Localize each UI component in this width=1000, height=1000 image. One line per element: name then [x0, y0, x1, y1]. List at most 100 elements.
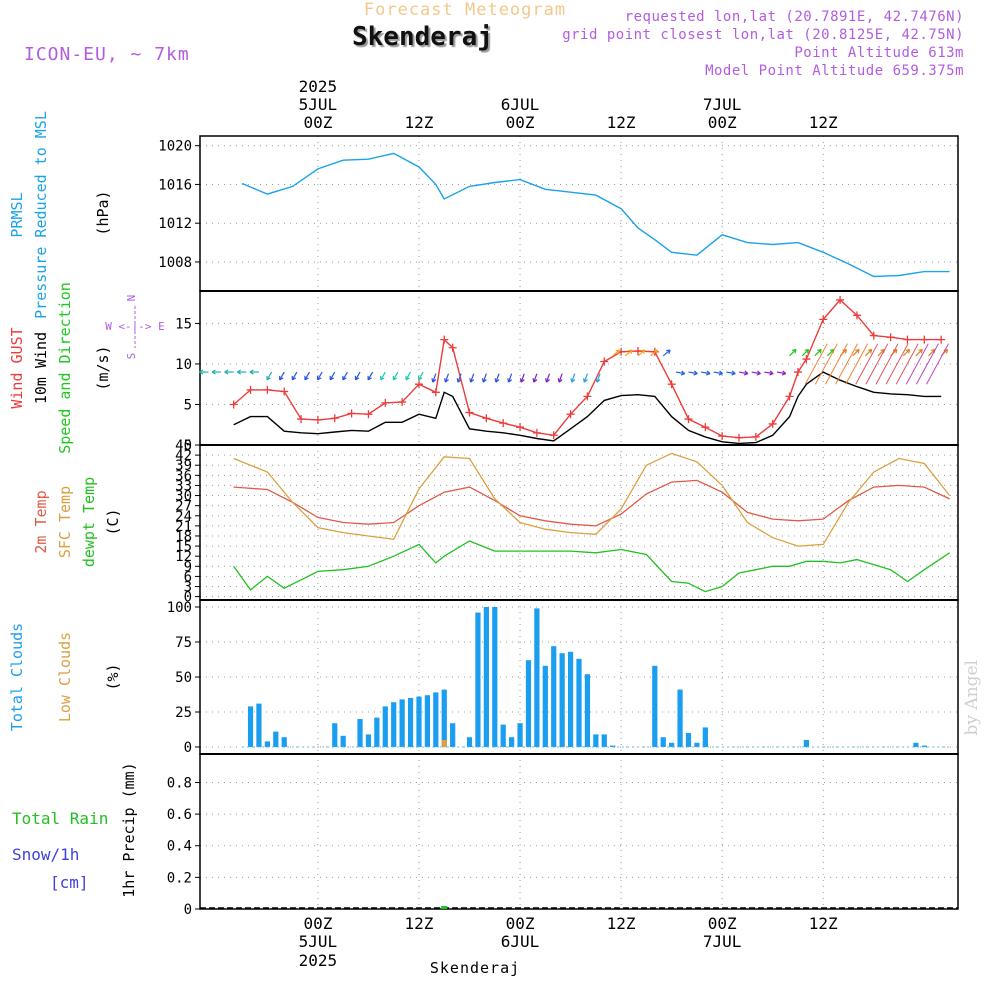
wind-direction-arrowhead: [507, 378, 513, 383]
wind-direction-arrowhead: [640, 349, 646, 355]
temperature-ytick-label: 3: [184, 580, 192, 596]
precip-label-cm: [cm]: [50, 873, 89, 892]
wind-direction-arrow: [533, 373, 538, 383]
temp-label-2m: 2m Temp: [32, 490, 50, 553]
wind-gust-point: [886, 333, 895, 342]
cloud-bar: [475, 612, 481, 747]
wind-label-gust: Wind GUST: [8, 327, 26, 408]
wind-gust-point: [718, 432, 727, 441]
wind-gust-point: [566, 410, 575, 419]
cloud-bar: [281, 737, 287, 747]
wind-direction-arrowhead: [456, 378, 462, 383]
top-year-label: 2025: [299, 77, 338, 96]
cloud-bar: [357, 719, 363, 747]
temperature-panel: [195, 444, 959, 601]
cloud-bar: [492, 607, 498, 747]
temperature-ytick-label: 0: [184, 590, 192, 606]
temperature-ytick-label: 15: [175, 539, 192, 555]
wind-strong-arrow: [875, 343, 899, 385]
temperature-ytick-label: 24: [175, 509, 192, 525]
pressure-frame: [199, 135, 959, 292]
wind-direction-arrowhead: [266, 375, 271, 381]
bottom-date-label: 5JUL: [299, 932, 338, 951]
wind-direction-arrow: [507, 373, 513, 383]
wind-strong-arrow: [895, 343, 919, 385]
cloud-bar: [391, 702, 397, 747]
pressure-ytick-label: 1016: [158, 177, 192, 193]
wind-direction-arrowhead: [199, 369, 204, 375]
temperature-ytick-label: 6: [184, 569, 192, 585]
pressure-label-long: Pressure Reduced to MSL: [32, 111, 50, 319]
bottom-year-label: 2025: [299, 951, 338, 970]
temperature-ytick-label: 30: [175, 489, 192, 505]
wind-direction-arrowhead: [431, 378, 437, 383]
top-hour-label: 12Z: [607, 113, 636, 132]
cloud-bar: [593, 734, 599, 747]
wind-direction-arrowhead: [532, 378, 538, 383]
wind-gust-point: [440, 335, 449, 344]
wind-direction-arrowhead: [342, 375, 347, 381]
cloud-bar: [332, 723, 338, 747]
wind-ytick-label: 0: [184, 438, 192, 454]
wind-direction-arrowhead: [354, 375, 360, 381]
wind-direction-arrowhead: [781, 370, 787, 376]
wind-direction-arrowhead: [557, 378, 563, 383]
precipitation-ytick-label: 0.8: [167, 775, 192, 791]
wind-direction-arrowhead: [706, 370, 711, 376]
cloud-bar: [803, 740, 810, 747]
requested-coordinates: requested lon,lat (20.7891E, 42.7476N): [624, 9, 964, 25]
wind-gust-point: [364, 410, 373, 419]
wind-direction-arrowhead: [756, 370, 761, 376]
wind-gust-point: [633, 346, 642, 355]
wind-direction-arrowhead: [743, 370, 749, 376]
clouds-unit: (%): [104, 663, 122, 690]
wind-direction-arrow: [701, 371, 711, 375]
wind-direction-arrow: [915, 349, 923, 357]
temp-label-dewpt: dewpt Temp: [80, 477, 98, 567]
wind-direction-arrow: [738, 371, 748, 375]
wind-ytick-label: 10: [175, 357, 192, 373]
cloud-bar: [264, 741, 270, 747]
wind-direction-arrow: [789, 349, 797, 357]
top-hour-label: 12Z: [405, 113, 434, 132]
wind-gust-point: [263, 385, 272, 394]
cloud-bar: [433, 692, 439, 747]
cloud-bar: [517, 723, 523, 747]
wind-gust-point: [297, 415, 306, 424]
pressure-ytick-label: 1020: [158, 139, 192, 155]
wind-gust-point: [532, 428, 541, 437]
pressure-ytick-label: 1012: [158, 216, 192, 232]
cloud-bar: [441, 689, 447, 747]
wind-direction-arrowhead: [237, 369, 242, 375]
wind-direction-arrow: [457, 373, 462, 383]
cloud-bar: [483, 607, 489, 747]
wind-ytick-label: 5: [184, 397, 192, 413]
wind-direction-arrow: [329, 371, 336, 381]
temperature-ytick-label: 18: [175, 529, 192, 545]
wind-direction-arrowhead: [519, 378, 525, 383]
wind-gust-point: [482, 414, 491, 423]
bottom-hour-label: 00Z: [303, 914, 332, 933]
compass-icon: NSW <-|-> E: [105, 295, 165, 360]
wind-gust-point: [313, 415, 322, 424]
precipitation-ytick-label: 0.6: [167, 807, 192, 823]
wind-strong-arrow: [915, 343, 939, 385]
cloud-bar: [601, 734, 607, 747]
clouds-ytick-label: 100: [167, 600, 192, 616]
cloud-bar: [509, 737, 515, 747]
cloud-bar: [256, 703, 262, 747]
wind-direction-arrowhead: [595, 378, 601, 383]
top-date-label: 6JUL: [501, 95, 540, 114]
cloud-bar: [399, 699, 405, 747]
cloud-bar: [921, 745, 927, 747]
wind-direction-arrow: [482, 373, 487, 383]
wind-direction-arrow: [751, 371, 761, 375]
cloud-bar: [694, 742, 700, 747]
wind-direction-arrowhead: [680, 370, 686, 376]
wind-gust-point: [667, 380, 676, 389]
wind-direction-arrow: [558, 373, 563, 383]
cloud-bar: [247, 706, 254, 747]
wind-strong-arrow: [825, 343, 848, 385]
temperature-ytick-label: 12: [175, 549, 192, 565]
